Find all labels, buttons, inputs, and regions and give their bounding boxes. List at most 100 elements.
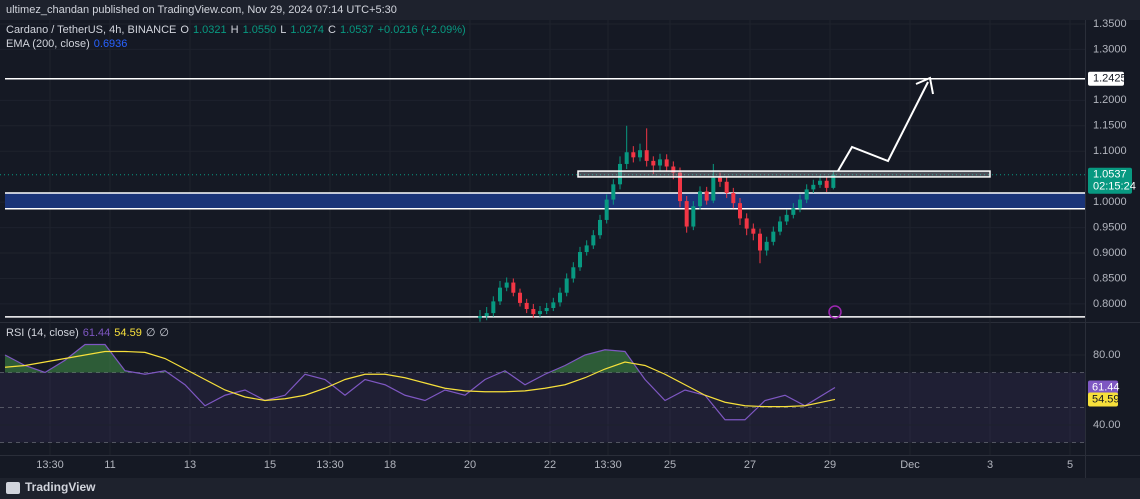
publisher: ultimez_chandan published on TradingView… (6, 4, 397, 16)
price-tag-label: 1.2425 (1093, 73, 1127, 85)
ohlc-key: H (231, 24, 239, 36)
candle-body (558, 292, 562, 303)
candle-body (598, 219, 602, 236)
x-tick-label: 18 (384, 459, 396, 471)
y-tick-label: 1.3500 (1093, 18, 1127, 30)
candle-body (758, 233, 762, 251)
value-tag (1088, 392, 1118, 407)
x-tick-label: 13:30 (36, 459, 64, 471)
x-tick-label: 25 (664, 459, 676, 471)
value-tag (1088, 380, 1118, 395)
logo (6, 482, 20, 494)
candle-body (671, 166, 676, 173)
candle-body (478, 316, 482, 319)
change: +0.0216 (+2.09%) (378, 24, 466, 36)
footer: TradingView (25, 480, 96, 494)
candle-body (618, 163, 622, 185)
value-tag-label: 61.44 (1092, 381, 1120, 393)
candle-body (678, 172, 682, 202)
x-tick-label: Dec (900, 459, 920, 471)
candle-body (644, 150, 649, 161)
candle-body (824, 180, 829, 188)
candle-body (791, 208, 796, 215)
rsi-extra: ∅ (159, 327, 169, 339)
arrow-head (915, 76, 934, 95)
candle-body (531, 309, 536, 315)
candle-body (651, 160, 656, 166)
x-tick-label: 15 (264, 459, 276, 471)
candle-body (818, 180, 822, 185)
candle-body (524, 302, 529, 310)
ohlc-key: C (328, 24, 336, 36)
symbol: Cardano / TetherUS, 4h, BINANCE (6, 24, 176, 36)
candle-body (811, 184, 816, 190)
candle-body (831, 174, 836, 188)
projection-arrow (837, 81, 929, 172)
y-tick-label: 0.8000 (1093, 298, 1127, 310)
y-tick-label: 1.3000 (1093, 43, 1127, 55)
candle-body (698, 191, 702, 207)
candle-body (684, 201, 689, 227)
rsi-extra: ∅ (146, 327, 156, 339)
candle-body (731, 192, 736, 204)
candle-body (578, 252, 582, 268)
candle-body (484, 313, 489, 317)
candle-body (744, 218, 749, 229)
rsi-ma-value: 54.59 (114, 327, 142, 339)
ema-value: 0.6936 (94, 38, 128, 50)
y-tick-label: 1.1500 (1093, 120, 1127, 132)
candle-body (751, 228, 756, 234)
candle-body (511, 282, 516, 293)
candle-body (491, 301, 496, 314)
resistance-box (577, 170, 991, 178)
candle-body (691, 206, 696, 227)
x-tick-label: 11 (104, 459, 115, 471)
candle-body (638, 150, 642, 158)
candle-body (784, 214, 789, 222)
series-line (4, 350, 836, 408)
candle-body (738, 203, 742, 219)
alert-icon (828, 305, 842, 319)
y-tick-label: 0.8500 (1093, 272, 1127, 284)
ohlc-key: O (180, 24, 189, 36)
bottom-bar (0, 478, 1140, 499)
ohlc-value: 1.0274 (290, 24, 324, 36)
rsi-value: 61.44 (83, 327, 111, 339)
candle-body (504, 282, 509, 288)
candle-body (658, 159, 662, 166)
price-tag-label: 1.0537 (1093, 169, 1127, 181)
candle-body (764, 241, 769, 251)
candle-body (718, 177, 722, 182)
y-tick-label: 0.9000 (1093, 247, 1127, 259)
y-tick-label: 40.00 (1093, 419, 1121, 431)
value-tag-label: 54.59 (1092, 393, 1120, 405)
ohlc-value: 1.0321 (193, 24, 227, 36)
overbought-fill (5, 344, 640, 373)
candle-body (591, 235, 596, 246)
price-tag (1088, 167, 1132, 194)
x-tick-label: 29 (824, 459, 836, 471)
candle-body (551, 302, 556, 309)
x-tick-label: 20 (464, 459, 476, 471)
y-tick-label: 0.9500 (1093, 221, 1127, 233)
y-tick-label: 80.00 (1093, 349, 1121, 361)
series-line (4, 343, 836, 421)
ohlc-value: 1.0550 (243, 24, 277, 36)
candle-body (631, 152, 636, 158)
ohlc-value: 1.0537 (340, 24, 374, 36)
ohlc-key: L (280, 24, 286, 36)
candle-body (584, 245, 589, 253)
candle-body (518, 292, 522, 303)
top-bar (0, 0, 1140, 20)
candle-body (798, 199, 802, 209)
candle-body (624, 152, 629, 164)
rsi-label: RSI (14, close) (6, 327, 79, 339)
support-zone (5, 192, 1085, 209)
candle-body (771, 231, 776, 242)
candle-body (724, 181, 729, 193)
x-tick-label: 13:30 (316, 459, 344, 471)
candle-body (778, 221, 782, 232)
candle-body (664, 159, 669, 167)
countdown: 02:15:24 (1093, 181, 1136, 193)
